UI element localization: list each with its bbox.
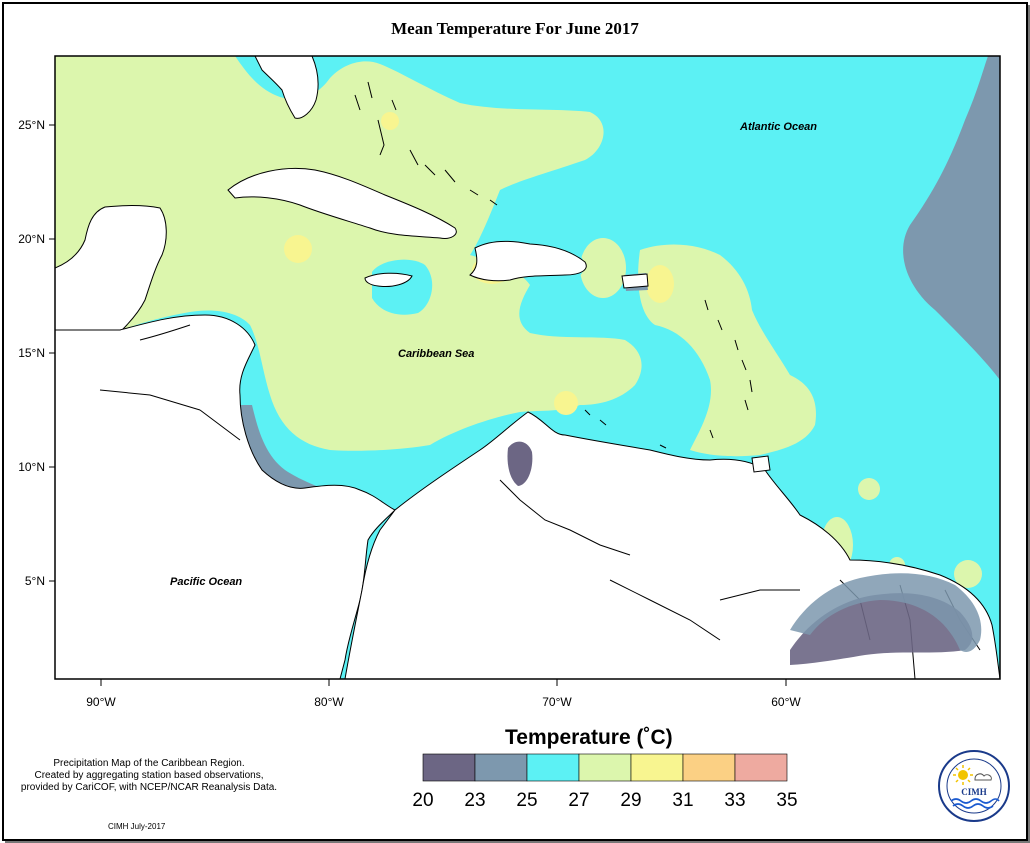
- legend-break-31: 31: [672, 790, 694, 811]
- label-pacific-ocean: Pacific Ocean: [170, 576, 242, 588]
- map-title: Mean Temperature For June 2017: [391, 19, 639, 38]
- hotspot-suriname-coast: [954, 560, 982, 588]
- land-central-america: [55, 314, 396, 679]
- lon-tick-60: 60°W: [771, 695, 801, 709]
- band-27-29-virgin-islands: [580, 238, 626, 298]
- lat-tick-20: 20°N: [18, 232, 45, 246]
- lat-axis: 25°N 20°N 15°N 10°N 5°N: [18, 118, 55, 588]
- band-27-29-lesser-antilles: [638, 244, 816, 457]
- land-jamaica: [364, 272, 413, 287]
- cimh-logo: CIMH: [938, 750, 1010, 822]
- land-hispaniola: [469, 240, 587, 282]
- land-cuba: [227, 167, 457, 239]
- land-masses: [55, 56, 1000, 679]
- hotspot-atlantic: [858, 478, 880, 500]
- legend-break-23: 23: [464, 790, 486, 811]
- map-panel: Atlantic Ocean Caribbean Sea Pacific Oce…: [55, 56, 1000, 679]
- lat-tick-10: 10°N: [18, 460, 45, 474]
- lat-tick-5: 5°N: [25, 574, 45, 588]
- hotspot-caymans: [284, 235, 312, 263]
- map-caption: Precipitation Map of the Caribbean Regio…: [8, 758, 290, 794]
- land-puerto-rico: [621, 273, 649, 289]
- land-mexico: [55, 205, 167, 331]
- label-atlantic-ocean: Atlantic Ocean: [739, 121, 817, 133]
- caption-line-2: Created by aggregating station based obs…: [34, 770, 264, 781]
- legend-break-29: 29: [620, 790, 642, 811]
- hotspot-puerto-rico: [646, 265, 674, 303]
- land-trinidad: [751, 455, 771, 473]
- sun-icon: [953, 765, 973, 785]
- band-23-25-guianas: [790, 573, 982, 652]
- lon-tick-80: 80°W: [314, 695, 344, 709]
- legend-break-27: 27: [568, 790, 590, 811]
- lon-tick-90: 90°W: [86, 695, 116, 709]
- land-florida: [254, 56, 319, 119]
- legend-break-20: 20: [412, 790, 434, 811]
- legend-break-35: 35: [776, 790, 798, 811]
- wave-icon: [950, 798, 1000, 809]
- hotspot-curacao: [554, 391, 578, 415]
- legend-colorbar: [422, 753, 788, 782]
- small-islands: [99, 81, 981, 679]
- lon-axis: 90°W 80°W 70°W 60°W: [86, 679, 801, 709]
- legend-swatch-23-25: [474, 753, 528, 782]
- legend-swatch-33-35: [734, 753, 788, 782]
- legend-swatch-31-33: [682, 753, 736, 782]
- label-caribbean-sea: Caribbean Sea: [398, 348, 474, 360]
- legend-break-33: 33: [724, 790, 746, 811]
- legend-swatch-27-29: [578, 753, 632, 782]
- map-border: [54, 55, 1001, 680]
- band-27-29-gulf-caribbean: [55, 56, 642, 451]
- legend-break-25: 25: [516, 790, 538, 811]
- cloud-icon: [974, 773, 992, 781]
- caption-line-3: provided by CariCOF, with NCEP/NCAR Rean…: [20, 782, 278, 793]
- footer-credit: CIMH July-2017: [108, 822, 166, 831]
- caption-line-1: Precipitation Map of the Caribbean Regio…: [53, 758, 245, 769]
- lat-tick-15: 15°N: [18, 346, 45, 360]
- lat-tick-25: 25°N: [18, 118, 45, 132]
- band-25-27-jamaica: [372, 259, 433, 315]
- legend-swatch-25-27: [526, 753, 580, 782]
- hotspot-bahamas: [381, 112, 399, 130]
- lon-tick-70: 70°W: [542, 695, 572, 709]
- band-23-25-atlantic: [903, 56, 1000, 380]
- logo-text: CIMH: [961, 787, 987, 797]
- legend-title: Temperature (˚C): [505, 726, 673, 749]
- band-20-23-maracaibo: [507, 441, 533, 486]
- legend-swatch-29-31: [630, 753, 684, 782]
- legend-swatch-20-23: [422, 753, 476, 782]
